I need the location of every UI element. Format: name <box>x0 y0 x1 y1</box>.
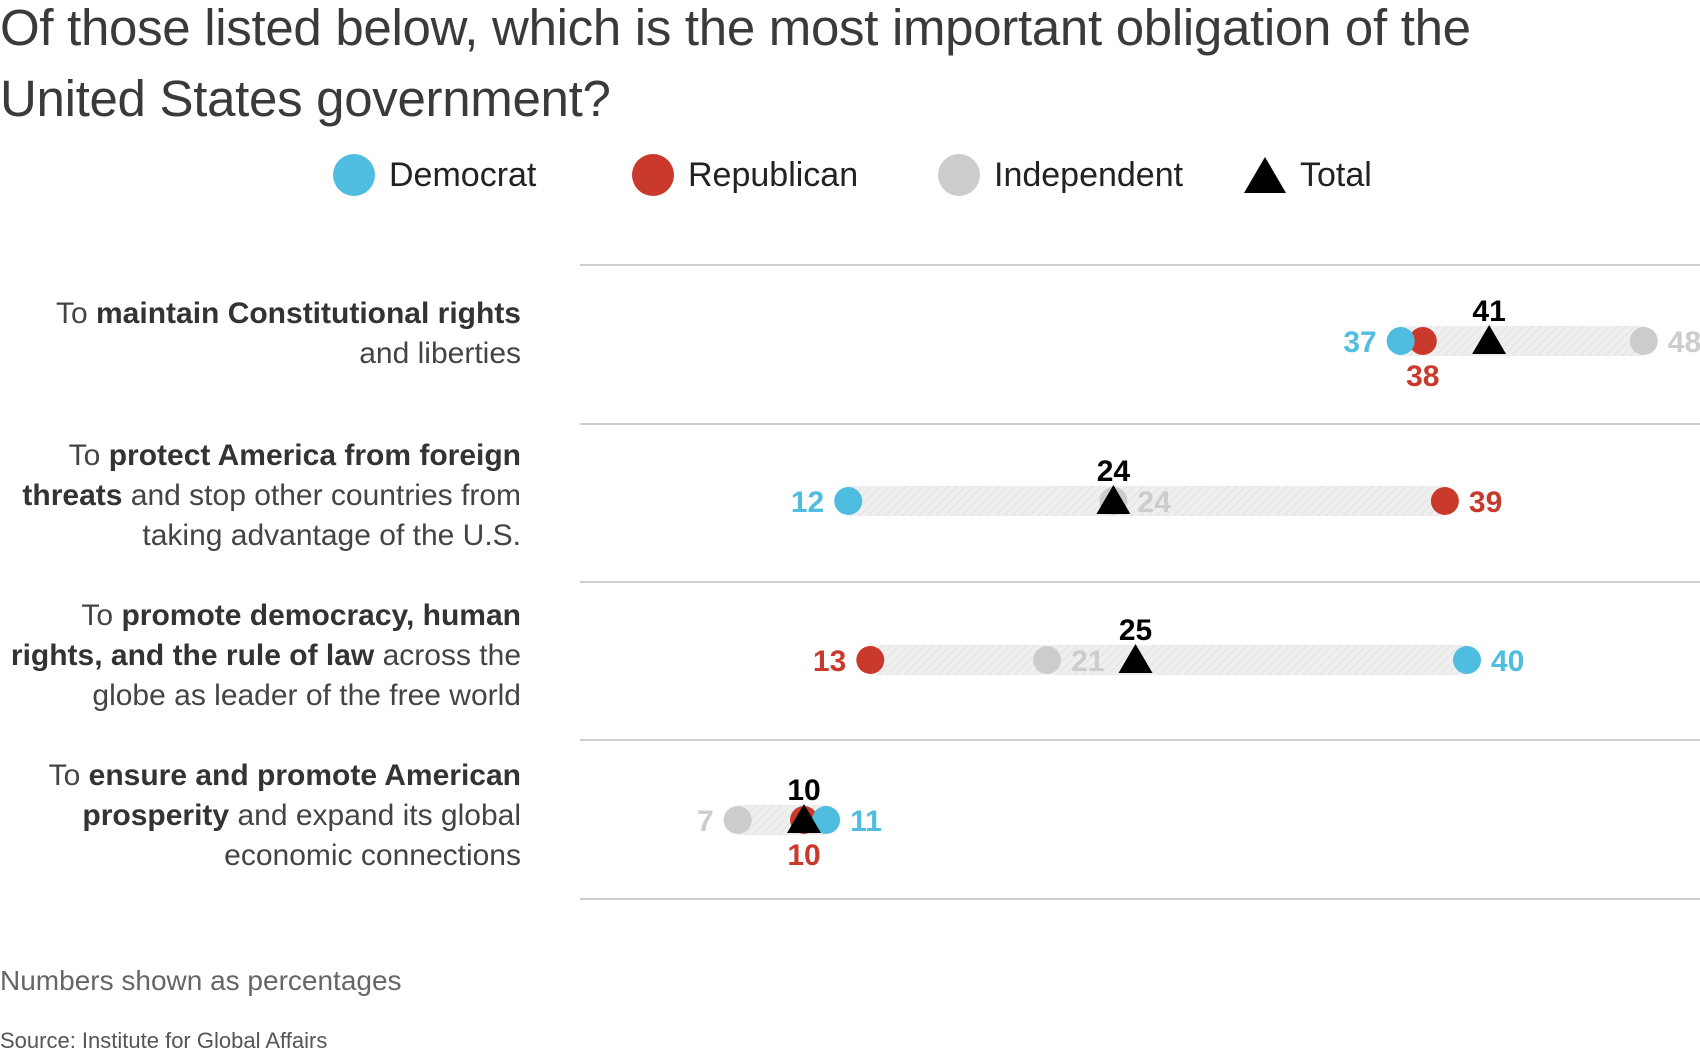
legend-marker-republican <box>632 154 674 196</box>
label-total-4: 10 <box>787 774 820 807</box>
range-band-2 <box>848 486 1445 516</box>
label-republican-2: 39 <box>1469 486 1502 519</box>
point-total-2 <box>1096 485 1131 514</box>
source-note: Source: Institute for Global Affairs <box>0 1028 328 1053</box>
legend-item-republican: Republican <box>632 145 858 205</box>
point-republican-2 <box>1430 487 1459 515</box>
legend-label-total: Total <box>1300 155 1372 194</box>
label-independent-1: 48 <box>1668 326 1700 359</box>
point-total-1 <box>1472 325 1507 354</box>
label-independent-2: 24 <box>1137 486 1171 519</box>
label-republican-3: 13 <box>813 645 846 678</box>
legend-marker-total <box>1244 157 1286 193</box>
point-independent-1 <box>1629 327 1658 355</box>
legend-label-republican: Republican <box>688 155 859 194</box>
label-republican-4: 10 <box>787 839 820 872</box>
point-democrat-1 <box>1386 327 1415 355</box>
row-label-1: To maintain Constitutional rights and li… <box>55 297 521 370</box>
legend-label-democrat: Democrat <box>389 155 537 194</box>
label-democrat-3: 40 <box>1491 645 1524 678</box>
point-independent-3 <box>1033 646 1062 674</box>
row-label-4: To ensure and promote American prosperit… <box>48 759 521 872</box>
point-republican-1 <box>1408 327 1437 355</box>
point-democrat-3 <box>1453 646 1481 674</box>
row-label-3: To promote democracy, human rights, and … <box>10 599 521 712</box>
range-band-1 <box>1400 326 1644 356</box>
legend-item-independent: Independent <box>938 145 1183 205</box>
label-total-1: 41 <box>1472 295 1505 328</box>
point-total-3 <box>1118 644 1153 673</box>
row-label-2: To protect America from foreign threats … <box>22 439 521 552</box>
label-democrat-4: 11 <box>850 805 882 838</box>
legend-marker-independent <box>938 154 980 196</box>
legend-marker-democrat <box>333 154 375 196</box>
point-total-4 <box>787 804 821 833</box>
point-democrat-4 <box>812 806 841 834</box>
range-band-3 <box>870 645 1467 675</box>
footnote: Numbers shown as percentages <box>0 965 402 996</box>
legend-item-total: Total <box>1244 145 1372 205</box>
point-democrat-2 <box>834 487 863 515</box>
label-total-3: 25 <box>1119 614 1152 647</box>
label-democrat-1: 37 <box>1343 326 1376 359</box>
legend-item-democrat: Democrat <box>333 145 536 205</box>
label-independent-3: 21 <box>1071 645 1104 678</box>
legend-label-independent: Independent <box>994 155 1184 194</box>
point-republican-3 <box>856 646 885 674</box>
point-independent-4 <box>723 806 752 834</box>
legend: Democrat Republican Independent Total <box>0 145 1700 205</box>
label-independent-4: 7 <box>697 805 714 838</box>
label-republican-1: 38 <box>1406 360 1439 393</box>
label-total-2: 24 <box>1097 455 1131 488</box>
label-democrat-2: 12 <box>791 486 824 519</box>
chart-title: Of those listed below, which is the most… <box>0 0 1471 127</box>
